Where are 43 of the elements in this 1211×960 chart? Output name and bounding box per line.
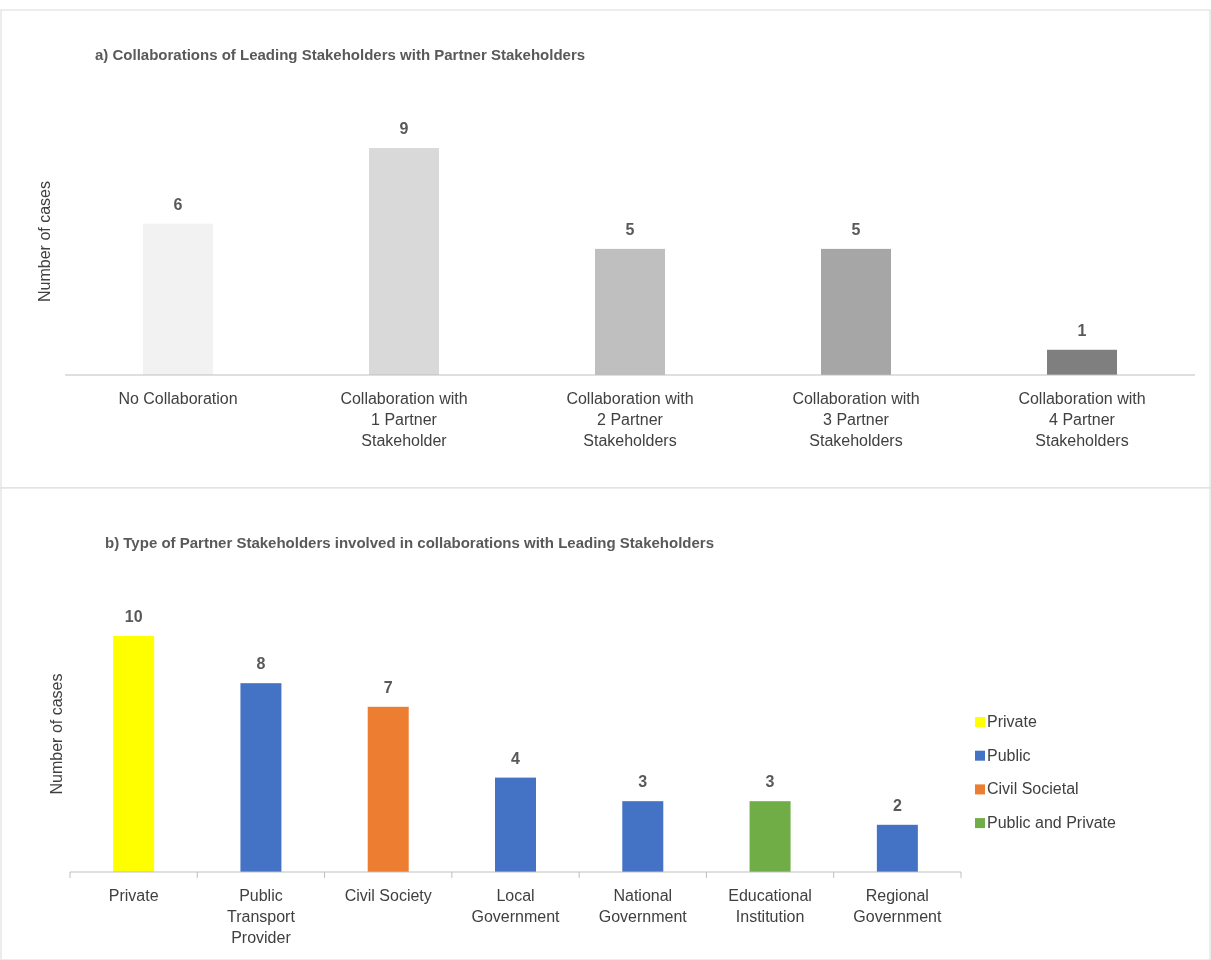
x-tick-label: Collaboration with 4 Partner Stakeholders [1018,390,1146,449]
data-label: 6 [173,195,183,213]
data-label: 7 [383,678,393,696]
x-tick-label: Private [108,887,159,904]
legend-label: Public and Private [987,814,1117,832]
data-label: 3 [765,773,775,791]
data-label: 8 [256,655,266,673]
bar [876,824,918,872]
legend-label: Private [987,713,1037,730]
x-tick-label: Educational Institution [728,887,812,925]
data-label: 2 [892,796,902,814]
data-label: 4 [511,749,521,767]
data-label: 5 [851,220,861,238]
bar [143,223,213,375]
x-tick-label: Collaboration with 2 Partner Stakeholders [566,390,694,449]
bar [821,248,891,375]
x-tick-label: Civil Society [344,887,432,904]
x-tick-label: No Collaboration [118,390,238,407]
bar [749,801,791,872]
data-label: 9 [399,120,409,137]
y-axis-title: Number of cases [36,181,53,302]
x-tick-label: Collaboration with 1 Partner Stakeholder [340,390,468,449]
data-label: 1 [1077,321,1087,339]
x-tick-label: Regional Government [853,887,942,925]
x-tick-label: Public Transport Provider [226,887,296,946]
bar [369,148,439,375]
data-label: 5 [625,220,635,238]
chart-title: b) Type of Partner Stakeholders involved in collaborations with Leading Stakeholders [105,534,715,551]
bar [367,706,409,872]
x-tick-label: Collaboration with 3 Partner Stakeholders [792,390,920,449]
legend-label: Public [987,746,1031,764]
legend-label: Civil Societal [987,780,1079,798]
bar [1047,349,1117,375]
x-tick-label: Local Government [471,887,561,925]
bar [495,777,536,872]
bar [622,801,664,872]
bar [240,683,282,872]
x-tick-label: National Government [598,887,688,925]
y-axis-title: Number of cases [48,673,65,795]
data-label: 10 [124,608,143,625]
bar [113,636,155,872]
data-label: 3 [638,773,648,791]
chart-title: a) Collaborations of Leading Stakeholders with Partner Stakeholders [95,46,586,63]
